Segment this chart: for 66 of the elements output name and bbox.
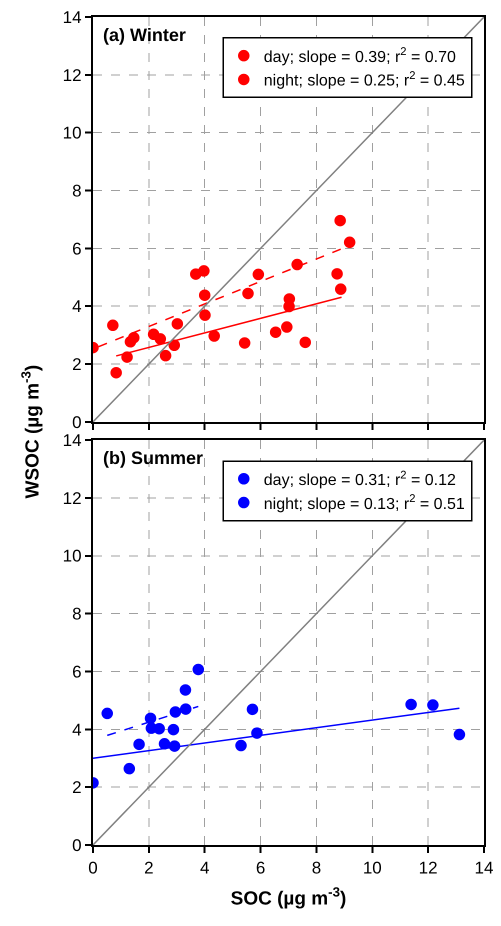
point: [344, 236, 356, 248]
chart-title: (a) Winter: [103, 25, 186, 45]
point: [405, 698, 417, 710]
legend-label: day; slope = 0.39; r$^{2}$ = 0.70: [264, 46, 456, 66]
legend-label: day; slope = 0.31; r$^{2}$ = 0.12: [264, 469, 456, 489]
point: [198, 289, 210, 301]
y-tick-label: 0: [72, 836, 82, 855]
chart-title: (b) Summer: [103, 448, 204, 468]
point: [110, 366, 122, 378]
y-tick-label: 10: [62, 546, 82, 566]
point: [334, 214, 346, 226]
x-tick-label: 8: [312, 858, 322, 878]
point: [124, 762, 136, 774]
point: [101, 708, 113, 720]
y-tick-label: 2: [72, 355, 82, 374]
y-tick-label: 12: [62, 488, 82, 508]
y-tick-label: 4: [72, 720, 82, 740]
point: [246, 704, 258, 716]
point: [208, 330, 220, 342]
x-tick-label: 4: [200, 858, 210, 878]
point: [454, 728, 466, 740]
y-tick-label: 14: [62, 8, 82, 27]
point: [270, 326, 282, 338]
x-axis-title: SOC (µg m$^{-3}$): [230, 884, 346, 910]
legend-label: night; slope = 0.25; r$^{2}$ = 0.45: [264, 70, 465, 90]
y-tick-label: 14: [62, 431, 82, 450]
point: [154, 333, 166, 345]
y-tick-label: 12: [62, 66, 82, 85]
x-tick-label: 14: [474, 858, 494, 878]
legend-label: night; slope = 0.13; r$^{2}$ = 0.51: [264, 493, 465, 513]
point: [334, 283, 346, 295]
point: [331, 268, 343, 280]
x-tick-label: 12: [418, 858, 438, 878]
point: [252, 268, 264, 280]
point: [238, 337, 250, 349]
point: [107, 320, 119, 332]
y-tick-label: 6: [72, 662, 82, 682]
point: [235, 740, 247, 752]
point: [180, 703, 192, 715]
point: [146, 722, 158, 734]
point: [180, 684, 192, 696]
y-tick-label: 4: [72, 297, 82, 316]
point: [199, 309, 211, 321]
point: [291, 258, 303, 270]
point: [133, 738, 145, 750]
point: [192, 664, 204, 676]
y-tick-label: 8: [72, 604, 82, 624]
point: [170, 706, 182, 718]
y-tick-label: 6: [72, 239, 82, 258]
y-tick-label: 8: [72, 181, 82, 200]
y-tick-label: 2: [72, 778, 82, 798]
x-tick-label: 2: [144, 858, 154, 878]
point: [160, 350, 172, 362]
point: [172, 318, 184, 330]
point: [281, 321, 293, 333]
x-tick-label: 6: [256, 858, 266, 878]
y-tick-label: 10: [62, 124, 82, 143]
x-tick-label: 10: [362, 858, 382, 878]
point: [168, 724, 180, 736]
point: [300, 336, 312, 348]
x-tick-label: 0: [88, 858, 98, 878]
y-tick-label: 0: [72, 412, 82, 432]
point: [427, 699, 439, 711]
point: [198, 265, 210, 277]
point: [128, 332, 140, 344]
point: [242, 288, 254, 300]
